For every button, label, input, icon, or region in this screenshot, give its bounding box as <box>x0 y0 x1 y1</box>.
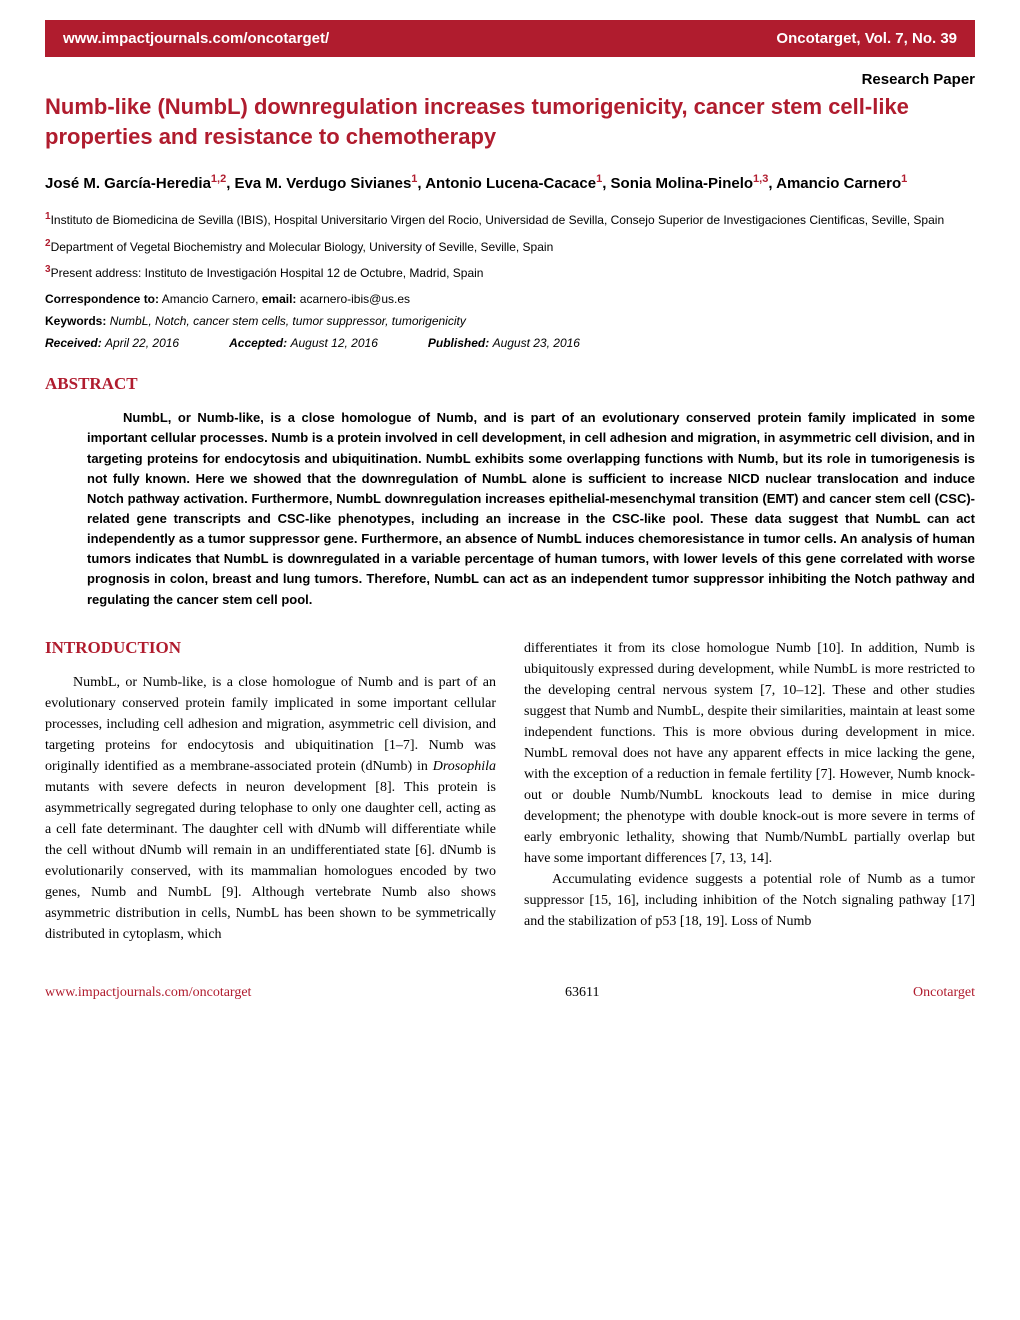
correspondence-email: acarnero-ibis@us.es <box>300 292 410 306</box>
left-column: INTRODUCTION NumbL, or Numb-like, is a c… <box>45 638 496 945</box>
article-title: Numb-like (NumbL) downregulation increas… <box>45 92 975 151</box>
affiliation-2: 2Department of Vegetal Biochemistry and … <box>45 237 975 256</box>
correspondence-line: Correspondence to: Amancio Carnero, emai… <box>45 292 975 306</box>
keywords-line: Keywords: NumbL, Notch, cancer stem cell… <box>45 314 975 328</box>
header-issue: Oncotarget, Vol. 7, No. 39 <box>776 30 957 47</box>
journal-header-bar: www.impactjournals.com/oncotarget/ Oncot… <box>45 20 975 57</box>
received-date: Received: April 22, 2016 <box>45 336 179 350</box>
intro-paragraph-1: NumbL, or Numb-like, is a close homologu… <box>45 672 496 945</box>
abstract-body: NumbL, or Numb-like, is a close homologu… <box>45 408 975 609</box>
page-footer: www.impactjournals.com/oncotarget 63611 … <box>45 985 975 1001</box>
intro-paragraph-1-cont: differentiates it from its close homolog… <box>524 638 975 869</box>
introduction-heading: INTRODUCTION <box>45 638 496 658</box>
affiliation-3: 3Present address: Instituto de Investiga… <box>45 263 975 282</box>
body-columns: INTRODUCTION NumbL, or Numb-like, is a c… <box>45 638 975 945</box>
authors-list: José M. García-Heredia1,2, Eva M. Verdug… <box>45 171 975 196</box>
intro-paragraph-2: Accumulating evidence suggests a potenti… <box>524 869 975 932</box>
dates-line: Received: April 22, 2016 Accepted: Augus… <box>45 336 975 350</box>
footer-url: www.impactjournals.com/oncotarget <box>45 985 251 1001</box>
footer-journal: Oncotarget <box>913 985 975 1001</box>
right-column: differentiates it from its close homolog… <box>524 638 975 945</box>
header-url: www.impactjournals.com/oncotarget/ <box>63 30 329 47</box>
footer-page-number: 63611 <box>565 985 599 1001</box>
published-date: Published: August 23, 2016 <box>428 336 580 350</box>
affiliations-block: 1Instituto de Biomedicina de Sevilla (IB… <box>45 210 975 282</box>
accepted-date: Accepted: August 12, 2016 <box>229 336 378 350</box>
abstract-heading: ABSTRACT <box>45 374 975 394</box>
affiliation-1: 1Instituto de Biomedicina de Sevilla (IB… <box>45 210 975 229</box>
paper-type-label: Research Paper <box>45 71 975 88</box>
